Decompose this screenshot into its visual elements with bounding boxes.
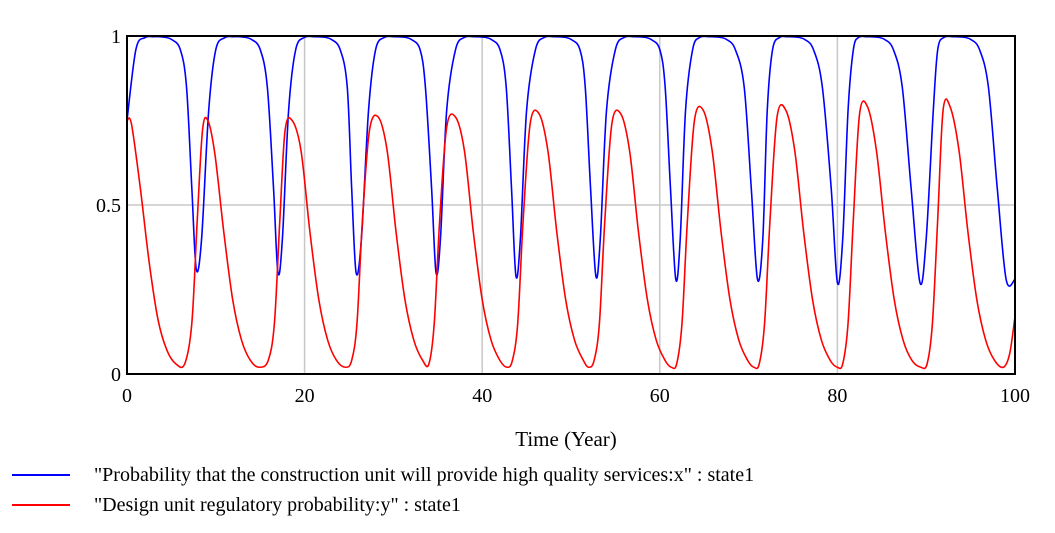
y-tick-label: 0 bbox=[111, 364, 121, 386]
x-tick-label: 40 bbox=[472, 385, 492, 407]
plot-frame bbox=[126, 35, 1016, 375]
x-axis-label: Time (Year) bbox=[515, 427, 617, 451]
legend-item-y: "Design unit regulatory probability:y" :… bbox=[12, 490, 754, 520]
legend-item-x: "Probability that the construction unit … bbox=[12, 460, 754, 490]
x-tick-label: 60 bbox=[650, 385, 670, 407]
legend-swatch-x bbox=[12, 474, 70, 476]
x-tick-label: 100 bbox=[1000, 385, 1030, 407]
series-line-y bbox=[126, 98, 1016, 370]
y-tick-label: 1 bbox=[111, 26, 121, 48]
x-tick-label: 0 bbox=[122, 385, 132, 407]
x-tick-label: 80 bbox=[827, 385, 847, 407]
tick-labels: 0 20 40 60 80 100 0 0.5 1 bbox=[96, 26, 1030, 407]
legend-label-x: "Probability that the construction unit … bbox=[94, 463, 755, 486]
y-tick-label: 0.5 bbox=[96, 195, 121, 217]
x-tick-label: 20 bbox=[295, 385, 315, 407]
series-lines bbox=[126, 35, 1016, 370]
series-line-x bbox=[126, 35, 1016, 287]
legend-swatch-y bbox=[12, 504, 70, 506]
legend: "Probability that the construction unit … bbox=[12, 460, 754, 520]
legend-label-y: "Design unit regulatory probability:y" :… bbox=[94, 493, 461, 516]
